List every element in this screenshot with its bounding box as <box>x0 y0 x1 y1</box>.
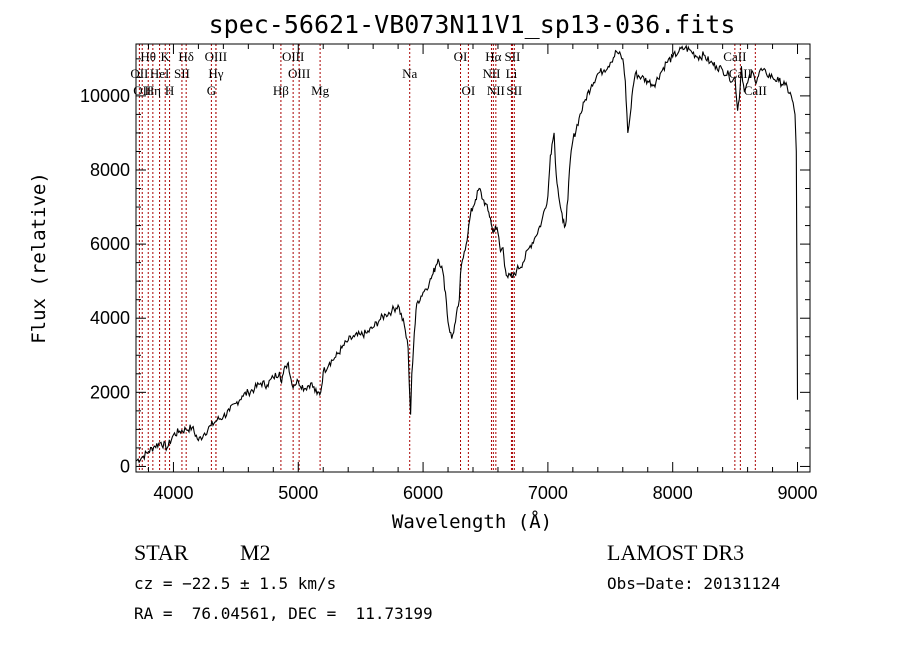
line-marker-label: Hθ <box>140 49 156 64</box>
line-marker-label: OI <box>454 49 468 64</box>
object-class: STAR <box>134 540 189 565</box>
line-marker-label: Hδ <box>178 49 194 64</box>
line-marker-label: Hη <box>145 83 161 98</box>
chart-title: spec-56621-VB073N11V1_sp13-036.fits <box>209 10 736 39</box>
line-marker-label: OII <box>130 66 148 81</box>
y-axis-label: Flux (relative) <box>28 172 50 344</box>
line-marker-label: Mg <box>311 83 330 98</box>
plot-frame <box>135 43 811 473</box>
y-tick-label: 6000 <box>90 234 130 254</box>
line-marker-label: OIII <box>288 66 310 81</box>
line-marker-label: K <box>161 49 171 64</box>
line-marker-label: OII <box>133 83 151 98</box>
line-marker-label: SII <box>174 66 190 81</box>
line-marker-label: OIII <box>205 49 227 64</box>
line-marker-label: CaII <box>744 83 767 98</box>
line-marker-label: HeI <box>150 66 170 81</box>
x-tick-label: 4000 <box>153 483 193 503</box>
line-marker-label: OI <box>462 83 476 98</box>
x-tick-label: 7000 <box>528 483 568 503</box>
line-markers <box>138 44 756 472</box>
line-marker-label: Hγ <box>208 66 223 81</box>
x-tick-label: 6000 <box>403 483 443 503</box>
x-axis-label: Wavelength (Å) <box>392 510 552 533</box>
line-marker-label: NII <box>487 83 505 98</box>
observation-date: Obs−Date: 20131124 <box>607 574 781 593</box>
y-tick-label: 4000 <box>90 308 130 328</box>
x-axis-ticks: 4000 5000 6000 7000 8000 9000 <box>147 44 818 503</box>
y-tick-label: 8000 <box>90 160 130 180</box>
line-marker-label: SII <box>506 83 522 98</box>
y-tick-label: 10000 <box>80 86 130 106</box>
line-marker-label: Hα <box>485 49 501 64</box>
line-marker-label: H <box>165 83 174 98</box>
x-tick-label: 8000 <box>653 483 693 503</box>
y-tick-label: 2000 <box>90 382 130 402</box>
object-subclass: M2 <box>240 540 271 565</box>
spectrum-line <box>135 44 799 464</box>
line-marker-label: NII <box>482 66 500 81</box>
y-axis-ticks: 0 2000 4000 6000 8000 10000 <box>80 58 810 476</box>
survey-name: LAMOST DR3 <box>607 540 745 565</box>
line-marker-label: G <box>207 83 216 98</box>
x-tick-label: 5000 <box>278 483 318 503</box>
line-marker-label: CaII <box>723 49 746 64</box>
line-marker-label: Hβ <box>273 83 289 98</box>
line-marker-label: Na <box>402 66 417 81</box>
line-marker-label: Li <box>506 66 518 81</box>
y-tick-label: 0 <box>120 456 130 476</box>
line-marker-label: OIII <box>282 49 304 64</box>
redshift-velocity: cz = −22.5 ± 1.5 km/s <box>134 574 337 593</box>
sky-coordinates: RA = 76.04561, DEC = 11.73199 <box>134 604 433 623</box>
x-tick-label: 9000 <box>777 483 817 503</box>
line-marker-label: SII <box>504 49 520 64</box>
